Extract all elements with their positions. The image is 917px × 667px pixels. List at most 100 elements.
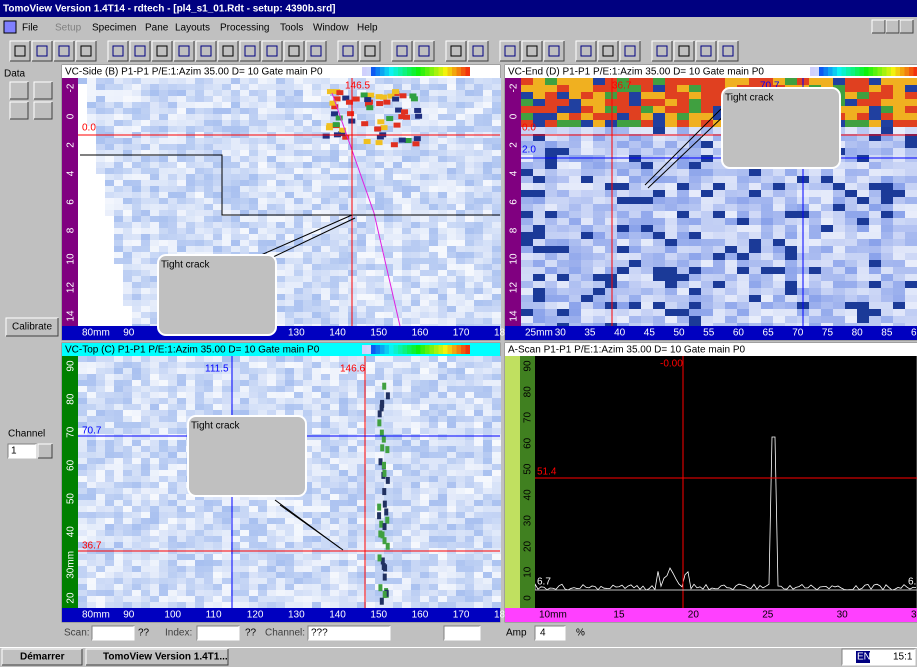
toolbar-button[interactable]: [651, 40, 673, 62]
toolbar-button[interactable]: [305, 40, 327, 62]
scan-pixel: [357, 488, 366, 494]
data-button[interactable]: [9, 81, 29, 100]
toolbar-button[interactable]: [467, 40, 489, 62]
toolbar-button[interactable]: [53, 40, 75, 62]
scan-pixel: [689, 92, 701, 99]
toolbar-button[interactable]: [239, 40, 261, 62]
data-button[interactable]: [33, 81, 53, 100]
scan-pixel: [492, 120, 501, 126]
scan-pixel: [366, 168, 375, 174]
toolbar-button[interactable]: [337, 40, 359, 62]
toolbar-button[interactable]: [673, 40, 695, 62]
data-button[interactable]: [9, 101, 29, 120]
scan-pixel: [474, 162, 483, 168]
scan-pixel: [456, 150, 465, 156]
scan-pixel: [677, 85, 689, 92]
scan-pixel: [231, 380, 240, 386]
scan-pixel: [204, 126, 213, 132]
scan-pixel: [521, 99, 533, 106]
scan-pixel: [833, 78, 845, 85]
scan-pixel: [456, 446, 465, 452]
scan-pixel: [456, 428, 465, 434]
window-control[interactable]: [871, 19, 886, 34]
scan-pixel: [447, 192, 456, 198]
scan-pixel: [483, 258, 492, 264]
scan-pixel: [231, 108, 240, 114]
scan-pixel: [231, 392, 240, 398]
scan-pixel: [204, 542, 213, 548]
scan-pixel: [384, 120, 393, 126]
toolbar-button[interactable]: [695, 40, 717, 62]
callout-text: Tight crack: [161, 260, 211, 271]
scan-pixel: [303, 282, 312, 288]
channel-spin[interactable]: [37, 443, 53, 459]
toolbar-button[interactable]: [499, 40, 521, 62]
toolbar-button[interactable]: [31, 40, 53, 62]
data-label: Data: [4, 69, 26, 80]
scan-pixel: [483, 264, 492, 270]
toolbar-button[interactable]: [445, 40, 467, 62]
scan-pixel: [321, 276, 330, 282]
scan-pixel: [114, 108, 123, 114]
scan-pixel: [438, 416, 447, 422]
scan-pixel: [177, 554, 186, 560]
scan-pixel: [258, 356, 267, 362]
scan-pixel: [123, 476, 132, 482]
toolbar-button[interactable]: [151, 40, 173, 62]
scan-pixel: [384, 306, 393, 312]
scan-pixel: [429, 276, 438, 282]
scan-pixel: [761, 197, 773, 204]
scan-pixel: [249, 174, 258, 180]
scan-pixel: [420, 500, 429, 506]
toolbar-button[interactable]: [217, 40, 239, 62]
scan-pixel: [375, 476, 384, 482]
scan-pixel: [123, 452, 132, 458]
toolbar-button[interactable]: [75, 40, 97, 62]
scan-pixel: [186, 96, 195, 102]
scan-pixel: [150, 84, 159, 90]
toolbar-button[interactable]: [195, 40, 217, 62]
scan-pixel: [177, 428, 186, 434]
scan-pixel: [593, 169, 605, 176]
scan-pixel: [869, 148, 881, 155]
scan-pixel: [186, 374, 195, 380]
toolbar-button[interactable]: [173, 40, 195, 62]
data-button[interactable]: [33, 101, 53, 120]
scan-pixel: [641, 253, 653, 260]
scan-pixel: [725, 246, 737, 253]
scan-pixel: [905, 92, 917, 99]
toolbar-button[interactable]: [107, 40, 129, 62]
scan-pixel: [438, 222, 447, 228]
toolbar-button[interactable]: [9, 40, 31, 62]
toolbar-button[interactable]: [521, 40, 543, 62]
toolbar-button[interactable]: [391, 40, 413, 62]
scan-pixel: [294, 530, 303, 536]
scan-pixel: [222, 518, 231, 524]
toolbar-button[interactable]: [283, 40, 305, 62]
toolbar-button[interactable]: [359, 40, 381, 62]
toolbar-button[interactable]: [717, 40, 739, 62]
scan-pixel: [557, 92, 569, 99]
scan-pixel: [483, 204, 492, 210]
toolbar-button[interactable]: [543, 40, 565, 62]
scan-pixel: [429, 210, 438, 216]
window-control[interactable]: [885, 19, 900, 34]
scan-pixel: [420, 162, 429, 168]
toolbar-button[interactable]: [619, 40, 641, 62]
toolbar-button[interactable]: [575, 40, 597, 62]
toolbar-button[interactable]: [597, 40, 619, 62]
scan-pixel: [213, 150, 222, 156]
scan-pixel: [96, 108, 105, 114]
toolbar-button[interactable]: [413, 40, 435, 62]
scan-pixel: [213, 554, 222, 560]
scan-pixel: [132, 374, 141, 380]
scan-pixel: [845, 85, 857, 92]
toolbar-button[interactable]: [261, 40, 283, 62]
toolbar-button[interactable]: [129, 40, 151, 62]
window-control[interactable]: [899, 19, 914, 34]
scan-pixel: [213, 174, 222, 180]
toolbar-icon: [156, 45, 168, 57]
scan-pixel: [593, 267, 605, 274]
scan-pixel: [492, 368, 501, 374]
color-scale: [371, 345, 376, 354]
